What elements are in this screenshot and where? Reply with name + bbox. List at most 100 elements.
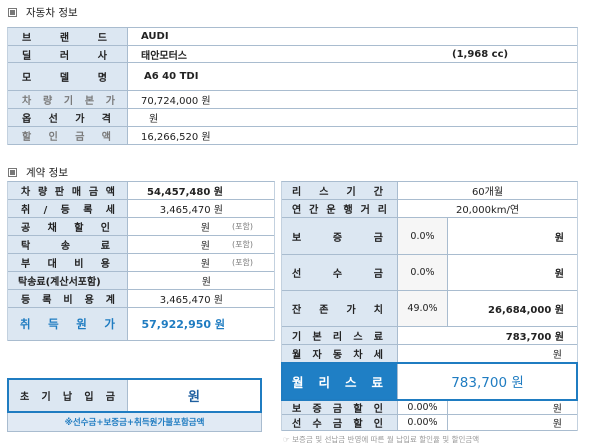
contract-info-heading: 계약 정보	[8, 165, 68, 179]
dealer-cell: 태안모터스 (1,968 cc)	[128, 46, 577, 62]
delivery-invoice-value: 원	[201, 277, 211, 288]
bond-discount-value: 원	[200, 223, 210, 234]
deposit-discount-rate: 0.00%	[398, 400, 448, 414]
square-bullet-icon	[8, 7, 17, 17]
initial-payment-value: 원	[188, 390, 200, 405]
residual-rate: 49.0%	[398, 291, 448, 326]
delivery-invoice-label: 탁송료(계산서포함)	[8, 272, 128, 289]
mileage-row: 연 간 운 행 거 리 20,000km/연	[282, 200, 577, 218]
square-bullet-icon	[8, 167, 17, 177]
car-tax-value: 원	[552, 350, 562, 361]
deposit-rate: 0.0%	[398, 218, 448, 254]
acq-tax-value: 3,465,470 원	[159, 205, 223, 216]
vehicle-info-heading: 자동차 정보	[8, 5, 78, 19]
model-label: 모 델 명	[8, 63, 128, 90]
delivery-fee-row: 탁 송 료 원 (포함)	[8, 236, 274, 254]
registration-total-label: 등 록 비 용 계	[8, 290, 128, 307]
misc-cost-value: 원	[200, 259, 210, 270]
bond-discount-label: 공 채 할 인	[8, 218, 128, 235]
prepay-discount-row: 선 수 금 할 인 0.00% 원	[282, 415, 577, 431]
mileage-value: 20,000km/연	[455, 205, 520, 216]
lease-period-row: 리 스 기 간 60개월	[282, 182, 577, 200]
base-price-label: 차 량 기 본 가	[8, 91, 128, 108]
car-tax-label: 월 자 동 차 세	[282, 345, 398, 362]
bond-discount-row: 공 채 할 인 원 (포함)	[8, 218, 274, 236]
prepayment-rate: 0.0%	[398, 255, 448, 290]
monthly-fee-value: 783,700 원	[451, 375, 524, 391]
prepayment-value: 원	[554, 269, 564, 280]
misc-cost-cell: 원 (포함)	[128, 254, 274, 271]
delivery-fee-value: 원	[200, 241, 210, 252]
deposit-discount-label: 보 증 금 할 인	[282, 400, 398, 415]
initial-payment-note: ※선수금+보증금+취득원가불포함금액	[7, 413, 262, 432]
option-price-value: 원	[149, 114, 159, 125]
acquisition-cost-label: 취 득 원 가	[8, 308, 128, 340]
initial-payment-row: 초 기 납 입 금 원	[7, 378, 262, 413]
deposit-label: 보 증 금	[282, 218, 398, 254]
option-price-label: 옵 선 가 격	[8, 109, 128, 126]
brand-value: AUDI	[141, 31, 169, 42]
registration-total-value: 3,465,470 원	[159, 295, 223, 306]
sale-price-row: 차 량 판 매 금 액 54,457,480 원	[8, 182, 274, 200]
prepay-discount-rate: 0.00%	[398, 415, 448, 430]
prepayment-label: 선 수 금	[282, 255, 398, 290]
registration-total-row: 등 록 비 용 계 3,465,470 원	[8, 290, 274, 308]
displacement-value: (1,968 cc)	[452, 48, 509, 60]
lease-period-value: 60개월	[471, 187, 504, 198]
deposit-row: 보 증 금 0.0% 원	[282, 218, 577, 255]
deposit-discount-row: 보 증 금 할 인 0.00% 원	[282, 400, 577, 415]
base-price-value: 70,724,000 원	[141, 96, 211, 107]
prepay-discount-label: 선 수 금 할 인	[282, 415, 398, 430]
sale-price-value: 54,457,480 원	[147, 187, 223, 198]
residual-value: 26,684,000 원	[488, 305, 564, 316]
brand-label: 브 랜 드	[8, 28, 128, 45]
residual-label: 잔 존 가 치	[282, 291, 398, 326]
deposit-value: 원	[554, 232, 564, 244]
monthly-fee-label: 월 리 스 료	[282, 363, 398, 399]
misc-cost-note: (포함)	[232, 258, 253, 267]
dealer-row: 딜 러 사 태안모터스 (1,968 cc)	[8, 46, 577, 63]
registration-total-cell: 3,465,470 원	[128, 290, 274, 307]
misc-cost-row: 부 대 비 용 원 (포함)	[8, 254, 274, 272]
delivery-fee-note: (포함)	[232, 240, 253, 249]
car-tax-row: 월 자 동 차 세 원	[282, 345, 577, 363]
initial-payment-box: 초 기 납 입 금 원 ※선수금+보증금+취득원가불포함금액	[7, 378, 262, 432]
acq-tax-row: 취 / 등 록 세 3,465,470 원	[8, 200, 274, 218]
option-price-row: 옵 선 가 격 원	[8, 109, 577, 127]
delivery-invoice-row: 탁송료(계산서포함) 원	[8, 272, 274, 290]
base-fee-value: 783,700 원	[505, 332, 564, 343]
base-price-row: 차 량 기 본 가 70,724,000 원	[8, 91, 577, 109]
acquisition-cost-value: 57,922,950 원	[141, 318, 225, 331]
delivery-fee-label: 탁 송 료	[8, 236, 128, 253]
delivery-invoice-cell: 원	[128, 272, 274, 289]
acquisition-cost-cell: 57,922,950 원	[128, 308, 274, 340]
monthly-fee-row: 월 리 스 료 783,700 원	[281, 362, 578, 401]
dealer-label: 딜 러 사	[8, 46, 128, 62]
bond-discount-note: (포함)	[232, 222, 253, 231]
discount-row: 할 인 금 액 16,266,520 원	[8, 127, 577, 145]
base-fee-label: 기 본 리 스 료	[282, 327, 398, 344]
delivery-fee-cell: 원 (포함)	[128, 236, 274, 253]
mileage-label: 연 간 운 행 거 리	[282, 200, 398, 217]
model-value: A6 40 TDI	[144, 71, 199, 82]
initial-payment-label: 초 기 납 입 금	[9, 380, 128, 411]
bond-discount-cell: 원 (포함)	[128, 218, 274, 235]
vehicle-info-title: 자동차 정보	[26, 6, 78, 19]
deposit-discount-value: 원	[552, 403, 562, 415]
sale-price-cell: 54,457,480 원	[128, 182, 274, 199]
misc-cost-label: 부 대 비 용	[8, 254, 128, 271]
acq-tax-cell: 3,465,470 원	[128, 200, 274, 217]
residual-row: 잔 존 가 치 49.0% 26,684,000 원	[282, 291, 577, 327]
sale-price-label: 차 량 판 매 금 액	[8, 182, 128, 199]
footnote: ☞ 보증금 및 선납금 반영에 따른 월 납입료 할인율 및 할인금액	[283, 435, 480, 444]
lease-table: 리 스 기 간 60개월 연 간 운 행 거 리 20,000km/연 보 증 …	[281, 181, 578, 431]
model-row: 모 델 명 A6 40 TDI	[8, 63, 577, 91]
discount-value: 16,266,520 원	[141, 132, 211, 143]
dealer-value: 태안모터스	[141, 50, 187, 62]
lease-period-label: 리 스 기 간	[282, 182, 398, 199]
acquisition-cost-row: 취 득 원 가 57,922,950 원	[8, 308, 274, 341]
base-fee-row: 기 본 리 스 료 783,700 원	[282, 327, 577, 345]
acq-tax-label: 취 / 등 록 세	[8, 200, 128, 217]
brand-row: 브 랜 드 AUDI	[8, 28, 577, 46]
contract-info-title: 계약 정보	[26, 166, 68, 179]
